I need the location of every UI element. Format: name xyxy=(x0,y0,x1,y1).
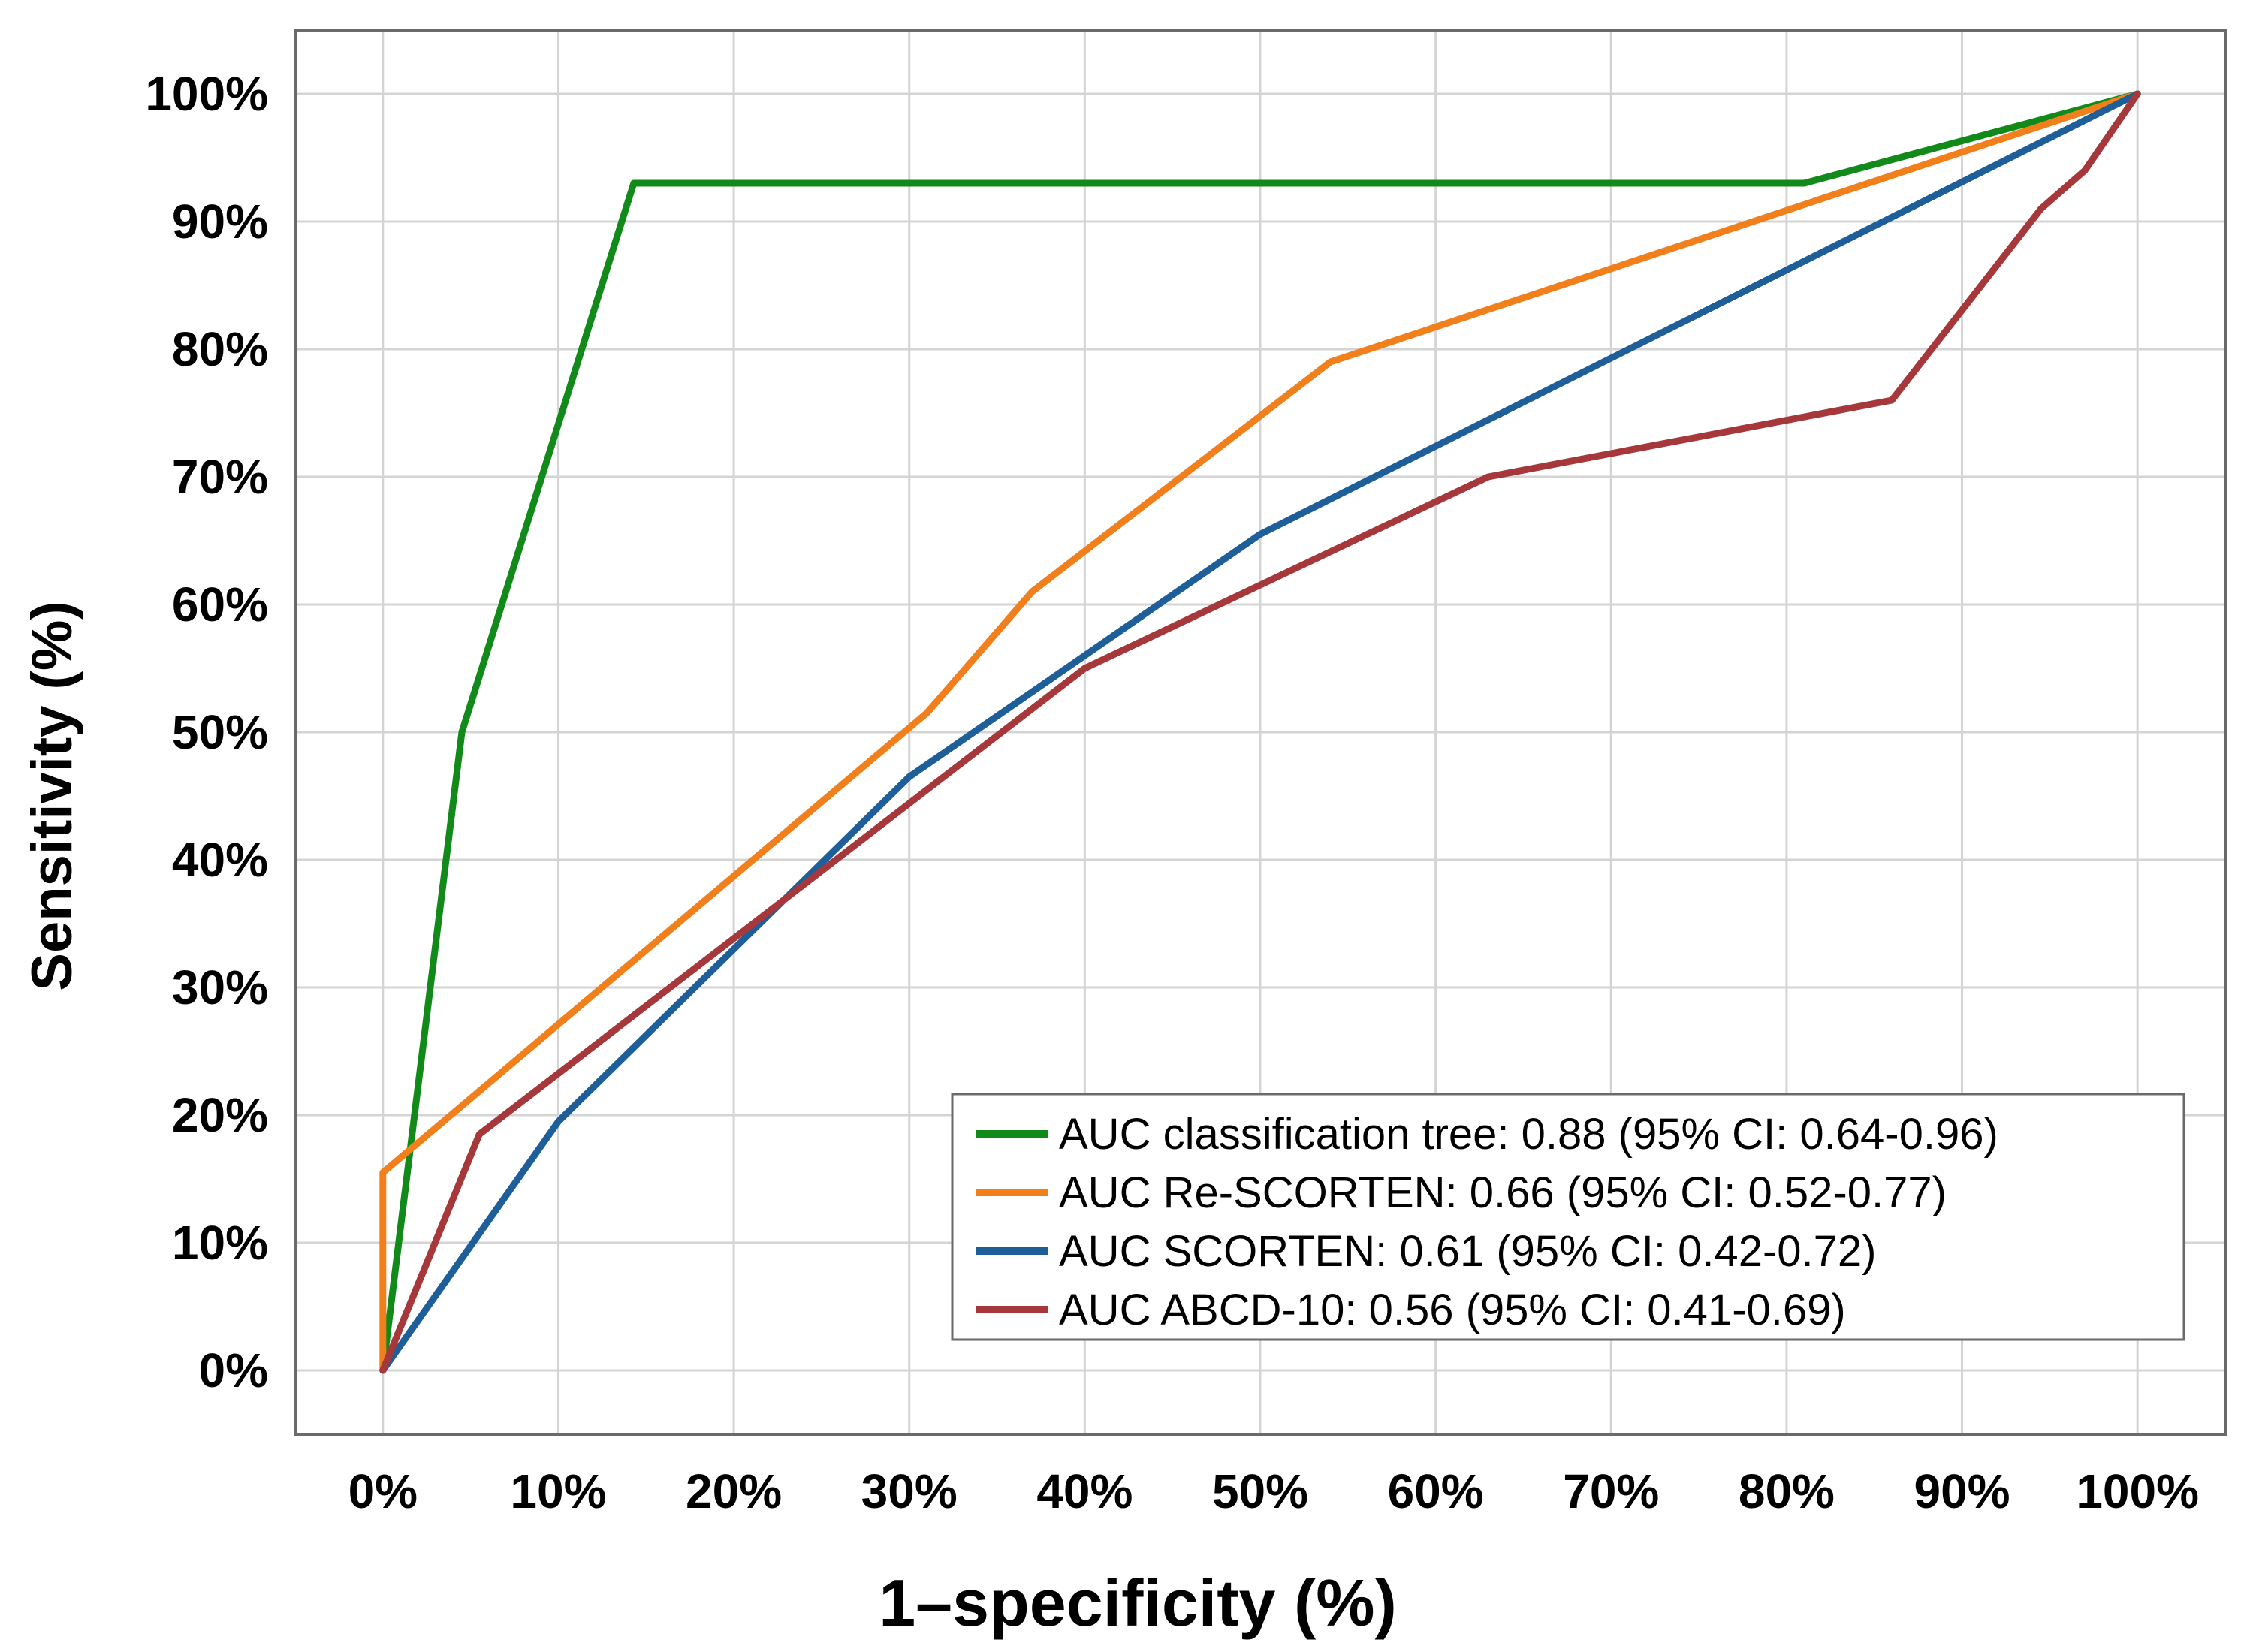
y-tick-label: 60% xyxy=(172,577,268,632)
x-tick-label: 50% xyxy=(1212,1464,1308,1518)
legend-label-3: AUC SCORTEN: 0.61 (95% CI: 0.42-0.72) xyxy=(1059,1227,1876,1276)
y-tick-label: 80% xyxy=(172,322,268,376)
x-axis-ticks: 0% 10% 20% 30% 40% 50% 60% 70% 80% 90% 100% xyxy=(348,1464,2199,1518)
legend: AUC classification tree: 0.88 (95% CI: 0… xyxy=(951,1093,2185,1341)
x-tick-label: 90% xyxy=(1914,1464,2010,1518)
series-line-1 xyxy=(379,90,2141,1374)
legend-label-2: AUC Re-SCORTEN: 0.66 (95% CI: 0.52-0.77) xyxy=(1059,1168,1947,1217)
y-tick-label: 30% xyxy=(172,960,268,1014)
x-tick-label: 30% xyxy=(861,1464,958,1518)
plot-frame xyxy=(294,29,2227,1436)
y-tick-label: 50% xyxy=(172,705,268,759)
x-tick-label: 40% xyxy=(1036,1464,1133,1518)
x-tick-label: 100% xyxy=(2076,1464,2199,1518)
y-tick-label: 20% xyxy=(172,1088,268,1142)
y-tick-label: 90% xyxy=(172,194,268,249)
series-line-3 xyxy=(379,90,2141,1374)
legend-label-4: AUC ABCD-10: 0.56 (95% CI: 0.41-0.69) xyxy=(1059,1286,1846,1334)
series-line-2 xyxy=(379,90,2141,1374)
x-tick-label: 70% xyxy=(1563,1464,1659,1518)
series-lines xyxy=(379,90,2141,1374)
x-axis-title: 1–specificity (%) xyxy=(879,1566,1397,1640)
x-tick-label: 80% xyxy=(1739,1464,1835,1518)
y-axis-ticks: 0% 10% 20% 30% 40% 50% 60% 70% 80% 90% 100% xyxy=(145,67,268,1397)
x-tick-label: 0% xyxy=(348,1464,418,1518)
y-axis-title: Sensitivity (%) xyxy=(20,601,84,990)
legend-label-1: AUC classification tree: 0.88 (95% CI: 0… xyxy=(1059,1110,1998,1159)
x-tick-label: 10% xyxy=(510,1464,606,1518)
x-tick-label: 60% xyxy=(1388,1464,1484,1518)
y-tick-label: 10% xyxy=(172,1216,268,1270)
series-line-4 xyxy=(379,90,2141,1374)
legend-box xyxy=(951,1093,2185,1341)
y-tick-label: 70% xyxy=(172,450,268,504)
x-tick-label: 20% xyxy=(686,1464,782,1518)
y-tick-label: 40% xyxy=(172,833,268,887)
y-tick-label: 0% xyxy=(199,1343,269,1397)
y-tick-label: 100% xyxy=(145,67,268,121)
